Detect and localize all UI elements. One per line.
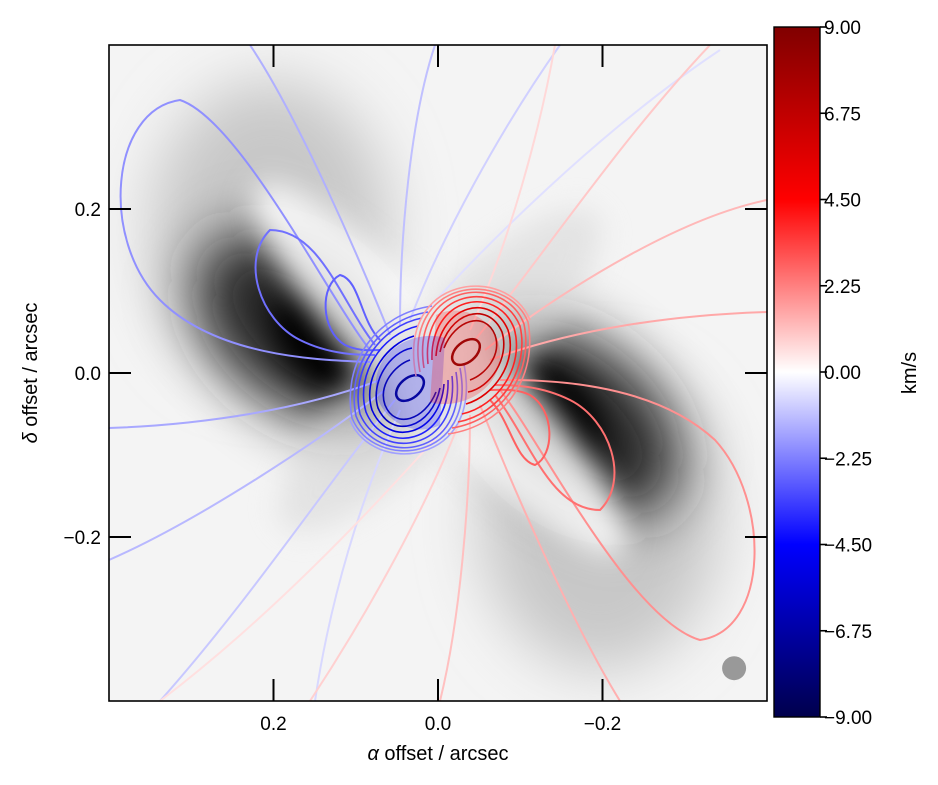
colorbar-tick-label: −9.00 <box>824 708 872 729</box>
contour-blue <box>109 389 386 561</box>
contour-blue <box>254 228 376 356</box>
colorbar-tick-label: 4.50 <box>824 191 861 212</box>
colorbar-tick-label: 9.00 <box>824 18 861 39</box>
contour-blue <box>419 49 721 319</box>
contour-red <box>474 45 711 341</box>
y-ticks: 0.2 0.0 −0.2 <box>63 200 767 549</box>
colorbar-tick-label: 6.75 <box>824 104 861 125</box>
contour-blue <box>109 379 381 429</box>
inner-contours-red <box>412 285 531 435</box>
contour-red <box>469 45 556 331</box>
colorbar-tick-label: −4.50 <box>824 536 872 557</box>
contour-red <box>159 421 451 701</box>
contour-blue <box>399 45 436 326</box>
y-tick-label: 0.0 <box>75 364 101 385</box>
contour-red <box>479 404 621 701</box>
colorbar-ticks: 9.00 6.75 4.50 2.25 0.00 −2.25 −4.50 −6.75 −9.00 <box>820 18 872 729</box>
contour-blue <box>119 98 371 363</box>
colorbar-tick-label: 2.25 <box>824 277 861 298</box>
contour-red <box>499 379 756 642</box>
y-axis-label: δ offset / arcsec <box>20 303 42 444</box>
y-tick-label: −0.2 <box>63 528 101 549</box>
colorbar-tick-label: −6.75 <box>824 622 872 643</box>
x-tick-label: 0.0 <box>425 714 451 735</box>
x-axis-label: α offset / arcsec <box>367 743 508 765</box>
core-blue <box>375 335 445 430</box>
contour-blue <box>249 45 391 336</box>
y-tick-label: 0.2 <box>75 200 101 221</box>
contour-red <box>309 419 461 701</box>
colorbar-tick-label: −2.25 <box>824 449 872 470</box>
colorbar-label: km/s <box>899 352 921 394</box>
contour-blue <box>314 409 401 701</box>
inner-contours-blue <box>349 305 468 455</box>
beam-marker <box>722 656 747 681</box>
contour-blue <box>324 273 381 352</box>
x-tick-label: 0.2 <box>260 714 286 735</box>
contour-blue <box>409 45 561 321</box>
x-ticks: 0.2 0.0 −0.2 <box>260 45 621 735</box>
colorbar-tick-label: 0.00 <box>824 363 861 384</box>
contour-red <box>439 414 471 701</box>
core-red <box>430 310 501 405</box>
contour-red <box>494 384 616 512</box>
colorbar <box>773 26 821 718</box>
x-tick-label: −0.2 <box>584 714 622 735</box>
velocity-contours <box>109 45 767 701</box>
